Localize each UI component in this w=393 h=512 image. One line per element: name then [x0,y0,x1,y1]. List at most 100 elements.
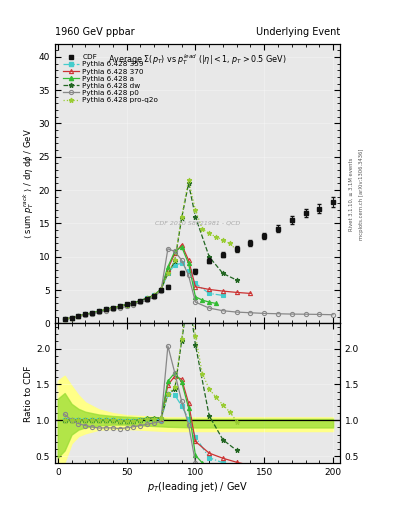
Text: 1960 GeV ppbar: 1960 GeV ppbar [55,27,135,37]
Pythia 6.428 a [76,313,81,319]
Pythia 6.428 p0 [124,303,129,309]
Legend: CDF, Pythia 6.428 359, Pythia 6.428 370, Pythia 6.428 a, Pythia 6.428 dw, Pythia: CDF, Pythia 6.428 359, Pythia 6.428 370,… [61,53,160,104]
Pythia 6.428 a [186,261,191,267]
Pythia 6.428 370 [104,306,108,312]
Pythia 6.428 370 [145,295,150,301]
Pythia 6.428 pro-q2o [186,177,191,183]
Pythia 6.428 359 [83,311,88,317]
Pythia 6.428 370 [207,286,211,292]
Pythia 6.428 p0 [289,311,294,317]
Pythia 6.428 a [138,297,143,304]
Pythia 6.428 359 [138,297,143,304]
Pythia 6.428 a [207,299,211,305]
Pythia 6.428 359 [220,292,225,298]
Pythia 6.428 370 [118,303,122,309]
Pythia 6.428 dw [193,214,198,220]
Pythia 6.428 359 [62,316,67,323]
Pythia 6.428 359 [186,268,191,274]
Pythia 6.428 pro-q2o [165,270,170,276]
Pythia 6.428 pro-q2o [83,311,88,317]
Line: Pythia 6.428 pro-q2o: Pythia 6.428 pro-q2o [62,178,239,322]
Pythia 6.428 370 [234,289,239,295]
Pythia 6.428 370 [248,290,253,296]
Pythia 6.428 dw [145,295,150,301]
Pythia 6.428 359 [104,306,108,312]
Pythia 6.428 pro-q2o [234,247,239,253]
Pythia 6.428 pro-q2o [110,305,115,311]
Pythia 6.428 pro-q2o [104,306,108,312]
Pythia 6.428 pro-q2o [118,303,122,309]
Pythia 6.428 pro-q2o [200,226,205,232]
Line: Pythia 6.428 dw: Pythia 6.428 dw [62,181,239,322]
Pythia 6.428 a [118,303,122,309]
Pythia 6.428 p0 [138,300,143,306]
Pythia 6.428 370 [124,302,129,308]
Pythia 6.428 dw [97,308,101,314]
Pythia 6.428 pro-q2o [152,292,156,298]
Pythia 6.428 pro-q2o [207,230,211,237]
Pythia 6.428 dw [76,313,81,319]
Pythia 6.428 a [104,306,108,312]
Pythia 6.428 dw [152,292,156,298]
Pythia 6.428 p0 [152,294,156,300]
Pythia 6.428 359 [159,287,163,293]
Pythia 6.428 359 [193,281,198,287]
Pythia 6.428 359 [179,261,184,267]
Pythia 6.428 a [200,297,205,303]
Pythia 6.428 pro-q2o [193,207,198,213]
Pythia 6.428 p0 [275,311,280,317]
Pythia 6.428 359 [152,292,156,298]
Pythia 6.428 dw [69,315,74,321]
Pythia 6.428 359 [69,315,74,321]
Pythia 6.428 pro-q2o [228,240,232,246]
Pythia 6.428 dw [159,286,163,292]
Pythia 6.428 p0 [62,316,67,322]
Pythia 6.428 359 [207,290,211,296]
Pythia 6.428 370 [62,316,67,323]
Pythia 6.428 370 [131,300,136,306]
Pythia 6.428 dw [90,310,95,316]
Pythia 6.428 p0 [104,308,108,314]
Pythia 6.428 a [159,286,163,292]
Pythia 6.428 359 [131,300,136,306]
Pythia 6.428 dw [207,254,211,260]
Line: Pythia 6.428 359: Pythia 6.428 359 [62,261,225,322]
Pythia 6.428 p0 [76,313,81,319]
Pythia 6.428 pro-q2o [179,214,184,220]
Pythia 6.428 p0 [248,310,253,316]
Pythia 6.428 p0 [186,272,191,279]
Pythia 6.428 pro-q2o [214,233,219,240]
Pythia 6.428 p0 [118,305,122,311]
Pythia 6.428 370 [138,297,143,304]
Pythia 6.428 p0 [179,257,184,263]
Pythia 6.428 359 [90,310,95,316]
Pythia 6.428 p0 [207,305,211,311]
Pythia 6.428 370 [220,288,225,294]
Pythia 6.428 p0 [173,248,177,254]
Pythia 6.428 dw [131,300,136,306]
Pythia 6.428 pro-q2o [173,257,177,263]
Pythia 6.428 pro-q2o [138,297,143,304]
Pythia 6.428 a [214,301,219,307]
Pythia 6.428 a [165,264,170,270]
Text: mcplots.cern.ch [arXiv:1306.3436]: mcplots.cern.ch [arXiv:1306.3436] [359,149,364,240]
Line: Pythia 6.428 a: Pythia 6.428 a [62,245,218,322]
Pythia 6.428 p0 [83,312,88,318]
Pythia 6.428 a [131,300,136,306]
Pythia 6.428 pro-q2o [69,315,74,321]
Pythia 6.428 p0 [90,311,95,317]
Pythia 6.428 359 [97,308,101,314]
Pythia 6.428 359 [173,262,177,268]
X-axis label: $p_T$(leading jet) / GeV: $p_T$(leading jet) / GeV [147,480,248,494]
Pythia 6.428 359 [118,303,122,309]
Pythia 6.428 370 [173,250,177,257]
Pythia 6.428 dw [83,311,88,317]
Text: Average $\Sigma(p_T)$ vs $p_T^{lead}$ ($|\eta| < 1$, $p_T > 0.5$ GeV): Average $\Sigma(p_T)$ vs $p_T^{lead}$ ($… [108,52,287,67]
Pythia 6.428 pro-q2o [90,310,95,316]
Y-axis label: Ratio to CDF: Ratio to CDF [24,365,33,421]
Pythia 6.428 a [90,310,95,316]
Pythia 6.428 dw [104,306,108,312]
Pythia 6.428 p0 [110,306,115,312]
Pythia 6.428 a [193,294,198,300]
Pythia 6.428 p0 [159,288,163,294]
